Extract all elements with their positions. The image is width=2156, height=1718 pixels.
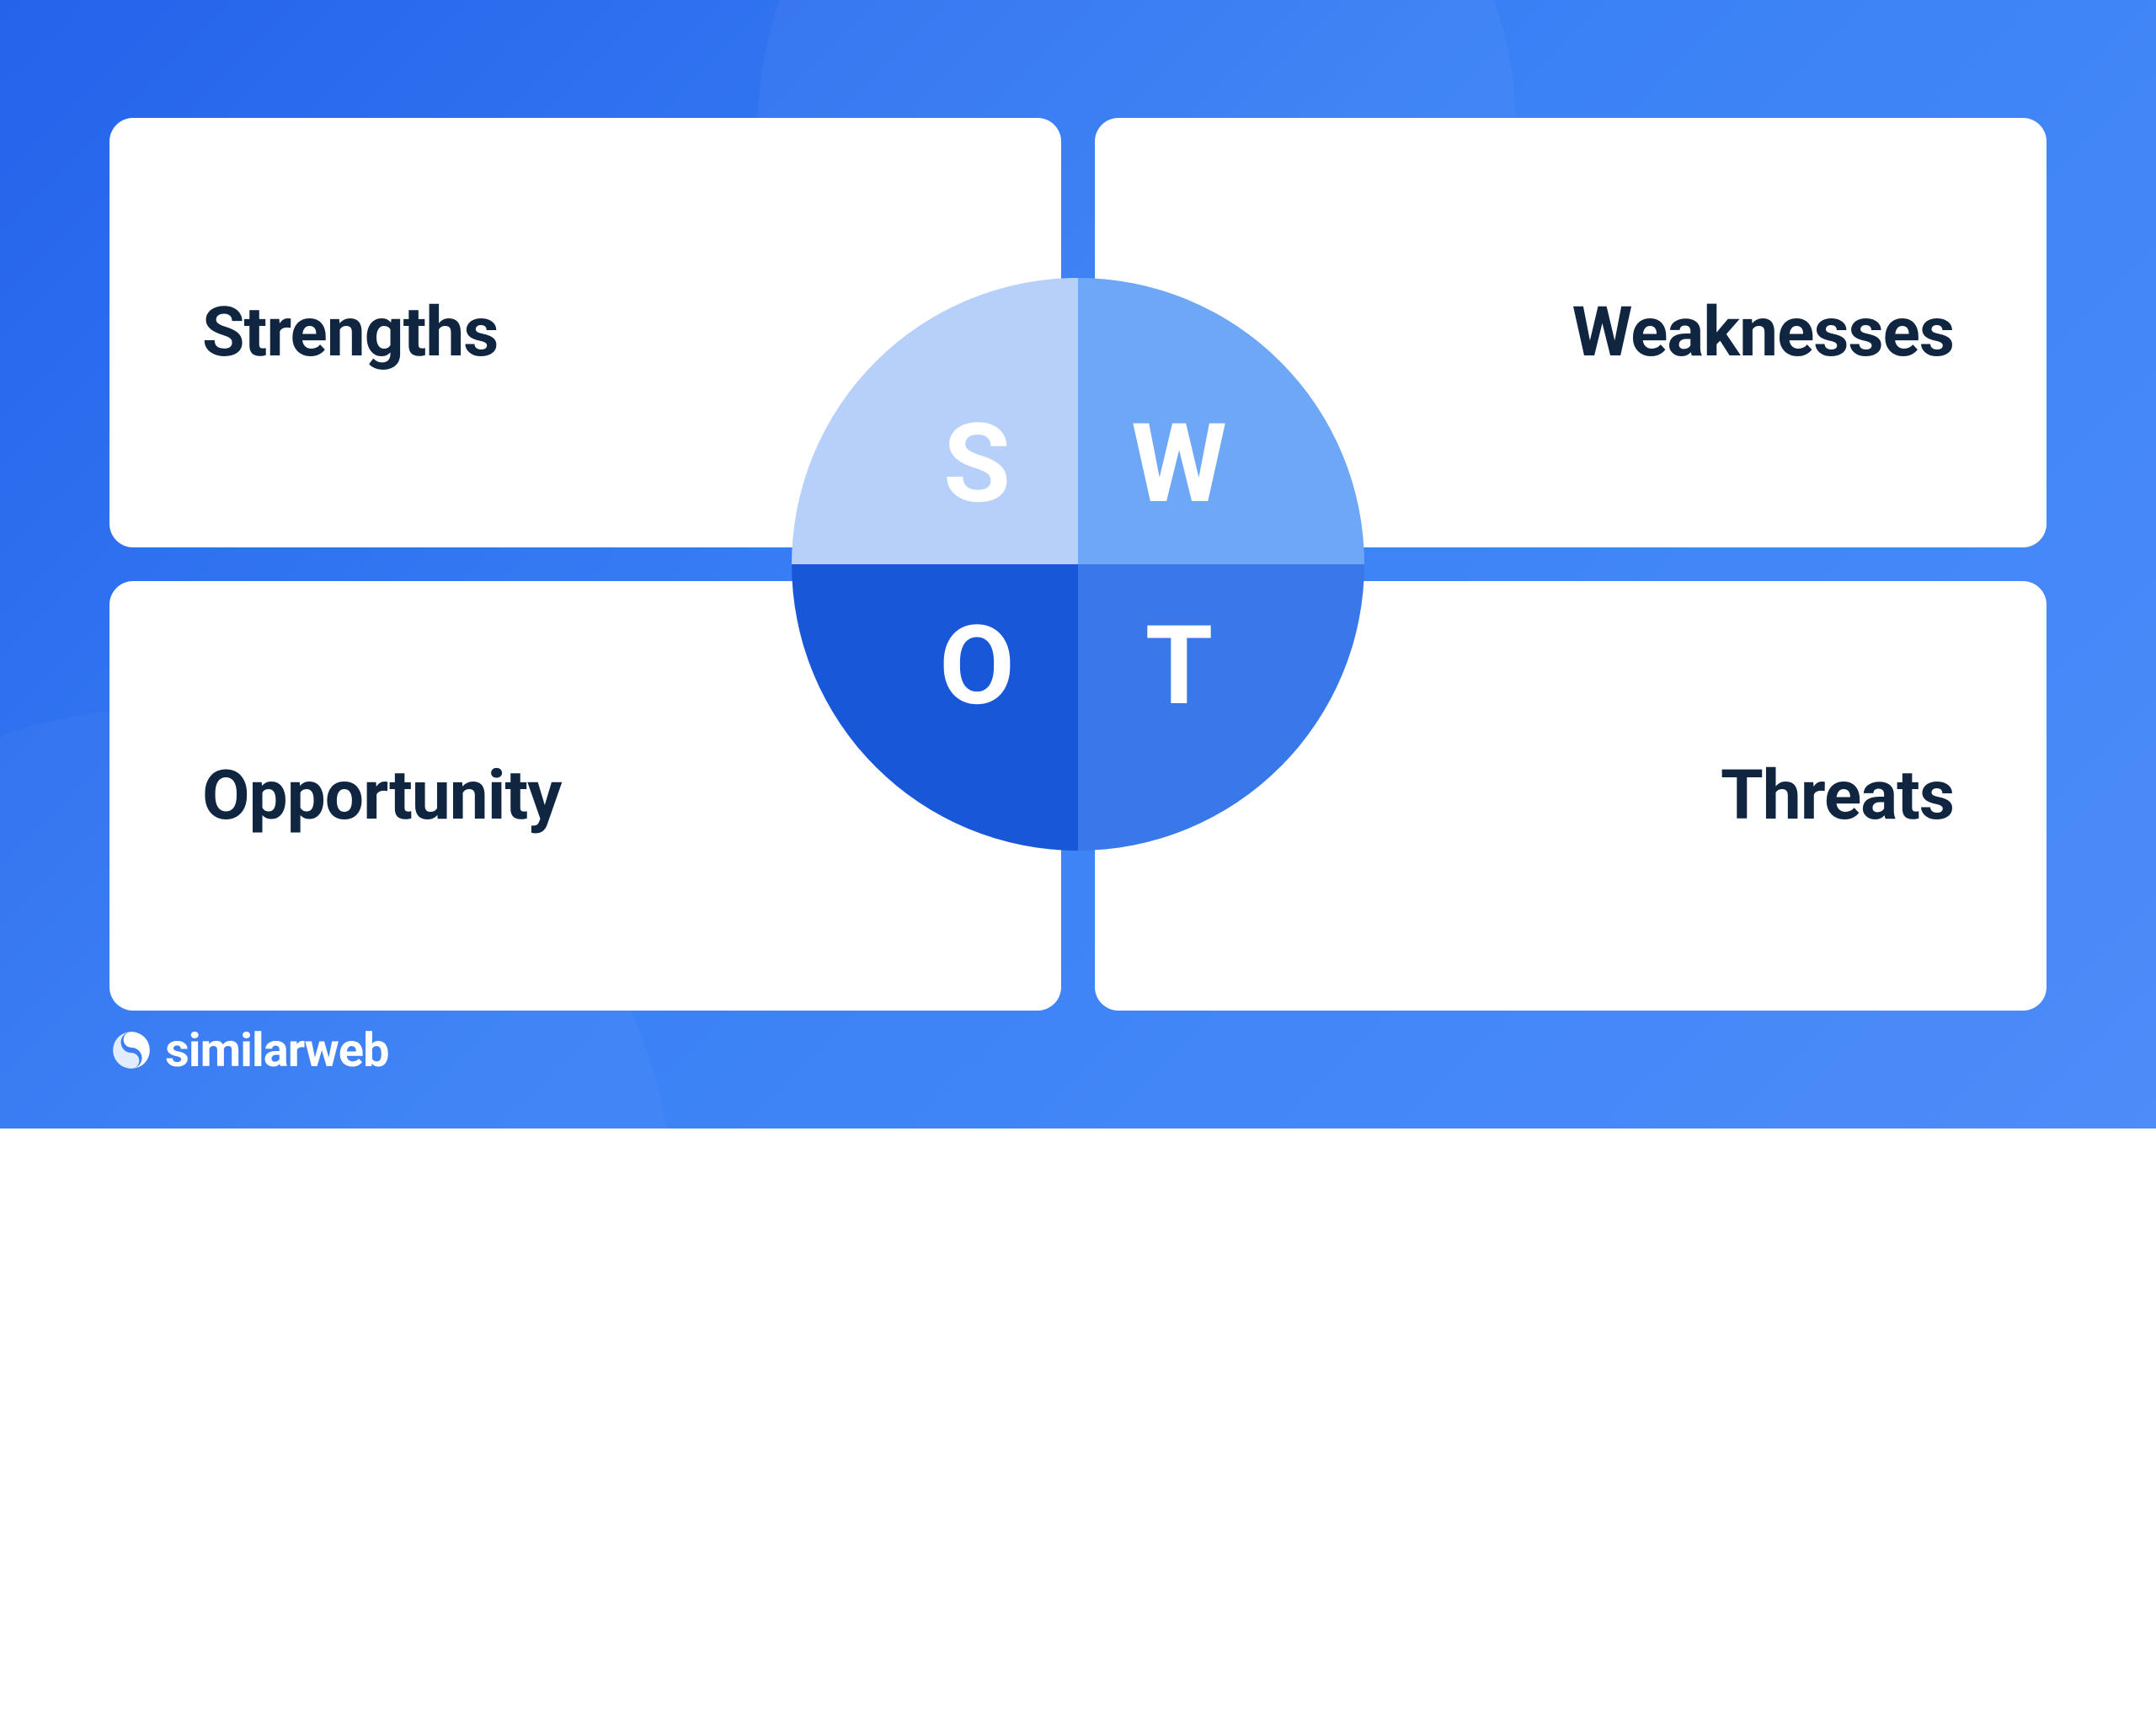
- card-label-strengths: Strengths: [202, 292, 498, 373]
- brand-logo: similarweb: [109, 1022, 389, 1078]
- card-label-weaknesses: Weaknesses: [1572, 292, 1954, 373]
- card-label-opportunity: Opportunity: [202, 755, 561, 836]
- letter-o: O: [939, 601, 1015, 730]
- circle-quadrant-s: S: [792, 278, 1078, 564]
- circle-quadrant-t: T: [1078, 564, 1364, 851]
- swot-grid: Strengths Weaknesses Opportunity Threats…: [109, 118, 2047, 1011]
- letter-t: T: [1145, 601, 1214, 730]
- circle-quadrant-w: W: [1078, 278, 1364, 564]
- card-label-threats: Threats: [1721, 755, 1954, 836]
- similarweb-icon: [109, 1028, 153, 1072]
- swot-diagram: Strengths Weaknesses Opportunity Threats…: [0, 0, 2156, 1128]
- letter-w: W: [1131, 399, 1227, 528]
- brand-name: similarweb: [165, 1022, 389, 1078]
- swot-center-circle: S W O T: [792, 278, 1364, 851]
- circle-quadrant-o: O: [792, 564, 1078, 851]
- letter-s: S: [943, 399, 1011, 528]
